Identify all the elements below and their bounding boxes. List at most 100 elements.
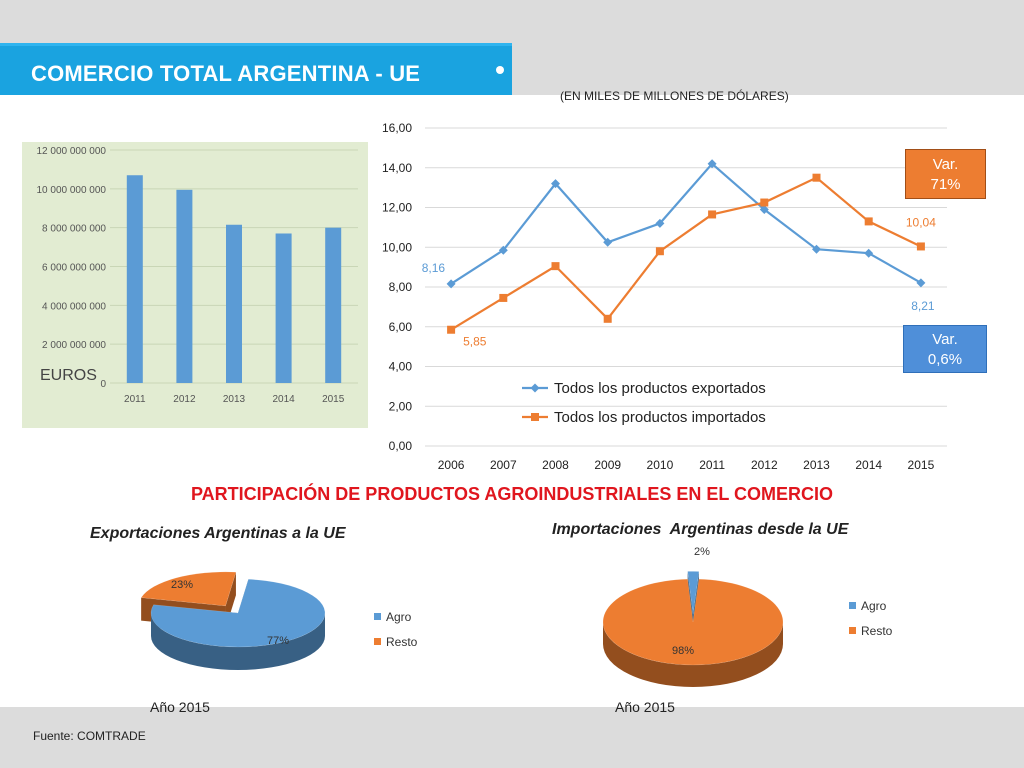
dot-icon [496, 66, 504, 74]
euros-axis-label: EUROS [40, 367, 97, 384]
import-pie-title: Importaciones Argentinas desde la UE [552, 521, 849, 538]
import-point-marker [916, 242, 925, 251]
line-y-tick-label: 2,00 [389, 399, 413, 413]
source-footer: Fuente: COMTRADE [33, 729, 146, 743]
bar-2012 [176, 189, 193, 383]
import-point-marker [708, 210, 717, 219]
pie-legend-label: Resto [386, 635, 418, 649]
line-x-tick-label: 2013 [803, 458, 830, 472]
pie-slice-side [603, 622, 783, 687]
import-pie-year: Año 2015 [615, 699, 675, 715]
bar-2015 [325, 227, 342, 383]
bar-y-tick-label: 2 000 000 000 [42, 340, 106, 351]
line-y-tick-label: 12,00 [382, 201, 412, 215]
bar-y-tick-label: 12 000 000 000 [36, 146, 106, 157]
export-variation-label: Var. [932, 331, 958, 348]
export-point-marker [707, 159, 717, 169]
line-y-tick-label: 4,00 [389, 360, 413, 374]
export-point-marker [759, 204, 769, 214]
export-pie-year: Año 2015 [150, 699, 210, 715]
import-variation-label: Var. [932, 156, 959, 173]
bar-x-tick-label: 2012 [173, 394, 196, 405]
page-title: COMERCIO TOTAL ARGENTINA - UE [31, 61, 421, 86]
legend-label: Todos los productos exportados [554, 380, 766, 397]
pie-legend-label: Agro [386, 610, 412, 624]
pie-slice-resto [140, 571, 237, 607]
legend-label: Todos los productos importados [554, 409, 766, 426]
pie-percent-label: 23% [171, 579, 193, 591]
pie-legend-label: Resto [861, 624, 893, 638]
import-point-marker [864, 217, 873, 226]
pie-slice-agro [150, 578, 326, 648]
line-x-tick-label: 2008 [542, 458, 569, 472]
export-point-marker [812, 244, 821, 254]
legend-marker [530, 383, 540, 393]
line-data-label: 10,04 [906, 215, 936, 229]
pie-legend-swatch [849, 627, 856, 634]
import-point-marker [760, 198, 769, 207]
bar-chart-background [22, 142, 368, 428]
line-chart-trade: 0,00 2,00 4,00 6,00 8,00 10,00 12,00 14,00 16,00… [382, 121, 947, 472]
bar-y-tick-label: 8 000 000 000 [42, 224, 106, 235]
pie-legend-label: Agro [861, 599, 887, 613]
bar-x-tick-label: 2014 [272, 394, 295, 405]
export-point-marker [655, 218, 665, 228]
series-line-exports [450, 162, 922, 285]
export-point-marker [446, 279, 456, 289]
line-x-tick-label: 2014 [855, 458, 882, 472]
pie-percent-label: 77% [267, 635, 289, 647]
export-point-marker [498, 245, 508, 255]
bar-y-tick-label: 0 [100, 379, 106, 390]
line-x-tick-label: 2010 [647, 458, 674, 472]
import-variation-badge: Var. 71% [905, 149, 986, 199]
pie-legend-swatch [849, 602, 856, 609]
pie-percent-label: 2% [694, 546, 710, 558]
bar-2011 [126, 175, 143, 383]
line-data-label: 5,85 [463, 335, 487, 349]
bar-x-tick-label: 2011 [124, 394, 146, 405]
bar-y-tick-label: 6 000 000 000 [42, 263, 106, 274]
line-data-label: 8,21 [911, 299, 935, 313]
legend-marker [531, 413, 539, 421]
import-point-marker [447, 325, 456, 334]
line-y-tick-label: 10,00 [382, 240, 412, 254]
import-point-marker [812, 173, 821, 182]
line-x-tick-label: 2015 [908, 458, 935, 472]
export-variation-value: 0,6% [927, 351, 963, 368]
line-x-tick-label: 2006 [438, 458, 465, 472]
import-point-marker [655, 247, 664, 256]
pie-percent-label: 98% [672, 645, 694, 657]
export-point-marker [603, 237, 613, 247]
line-y-tick-label: 16,00 [382, 121, 412, 135]
import-point-marker [551, 262, 560, 271]
line-x-tick-label: 2012 [751, 458, 778, 472]
bar-2014 [275, 233, 292, 383]
export-point-marker [864, 248, 874, 258]
bar-x-tick-label: 2015 [322, 394, 345, 405]
pie-chart-imports: 2% 98% Agro Resto [602, 546, 893, 687]
line-chart-subtitle: (EN MILES DE MILLONES DE DÓLARES) [560, 89, 789, 103]
bar-chart-euros: 0 2 000 000 000 4 000 000 000 6 000 000 000… [22, 142, 368, 428]
line-y-tick-label: 8,00 [389, 280, 413, 294]
line-y-tick-label: 6,00 [389, 320, 413, 334]
line-data-label: 8,16 [422, 261, 446, 275]
pie-slice-resto [602, 578, 784, 666]
series-line-imports [450, 176, 922, 331]
bar-x-tick-label: 2013 [223, 394, 246, 405]
line-x-tick-label: 2007 [490, 458, 517, 472]
bar-y-tick-label: 10 000 000 000 [36, 185, 106, 196]
line-x-tick-label: 2009 [594, 458, 621, 472]
export-variation-badge: Var. 0,6% [903, 325, 987, 373]
bar-y-tick-label: 4 000 000 000 [42, 301, 106, 312]
section-title: PARTICIPACIÓN DE PRODUCTOS AGROINDUSTRIA… [190, 484, 834, 504]
export-point-marker [916, 278, 926, 288]
title-bar: COMERCIO TOTAL ARGENTINA - UE [0, 43, 512, 95]
import-variation-value: 71% [930, 176, 961, 193]
pie-chart-exports: 77% 23% Agro Resto [140, 571, 418, 670]
pie-slice-agro [687, 571, 700, 615]
line-y-tick-label: 14,00 [382, 161, 412, 175]
import-point-marker [499, 293, 508, 302]
line-y-tick-label: 0,00 [389, 439, 413, 453]
import-point-marker [603, 314, 612, 323]
pie-slice-side [151, 613, 325, 670]
